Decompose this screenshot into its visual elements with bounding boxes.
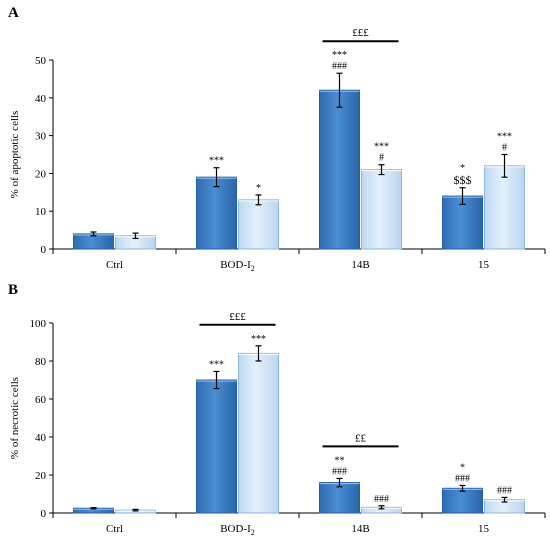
- significance-hashes: #: [379, 153, 384, 164]
- panel-b: B % of necrotic cells 0 20 40 60 80 100 Ctrl BOD-…: [8, 282, 546, 537]
- bar-series2-bodi2: [238, 199, 279, 250]
- significance-hashes: ###: [497, 485, 512, 496]
- x-category-label: 15: [478, 259, 490, 271]
- x-category-label: 14B: [351, 259, 369, 271]
- y-tick-label: 20: [35, 168, 47, 180]
- significance-stars: ***: [251, 334, 266, 345]
- significance-stars: ***: [497, 132, 512, 143]
- panel-a: A % of apoptotic cells 0 10 20 30 40 50 Ctrl BOD-…: [8, 5, 546, 273]
- significance-stars: ***: [374, 142, 389, 153]
- bar-series2-15: [484, 165, 525, 250]
- bar-series1-14b: [319, 89, 360, 250]
- bar-series2-14b: [361, 169, 402, 250]
- y-tick-label: 80: [35, 356, 47, 368]
- significance-stars: **: [335, 455, 345, 466]
- y-axis-title: % of necrotic cells: [9, 377, 21, 459]
- y-tick-label: 50: [35, 55, 47, 67]
- panel-letter: A: [8, 5, 19, 21]
- significance-stars: ***: [209, 156, 224, 167]
- bar-series1-bodi2: [196, 176, 237, 250]
- y-tick-label: 60: [35, 394, 47, 406]
- y-tick-label: 100: [30, 318, 47, 330]
- y-axis-title: % of apoptotic cells: [9, 111, 21, 199]
- comparison-bracket-label: £££: [352, 27, 369, 39]
- y-tick-label: 20: [35, 470, 47, 482]
- panel-letter: B: [8, 282, 18, 298]
- bar-series2-bodi2: [238, 352, 279, 514]
- x-category-label: BOD-I2: [220, 523, 255, 537]
- y-tick-label: 10: [35, 206, 47, 218]
- bar-series1-15: [442, 487, 483, 514]
- significance-hashes: ###: [455, 473, 470, 484]
- comparison-bracket-label: ££: [355, 432, 367, 444]
- significance-hashes: ###: [374, 494, 389, 505]
- y-tick-label: 0: [41, 508, 47, 520]
- significance-stars: ***: [209, 359, 224, 370]
- y-tick-label: 40: [35, 93, 47, 105]
- significance-stars: *: [460, 462, 465, 473]
- significance-hashes: ###: [332, 466, 347, 477]
- significance-hashes: #: [502, 143, 507, 154]
- x-category-label: 14B: [351, 523, 369, 535]
- significance-hashes: ###: [332, 61, 347, 72]
- significance-dollars: $$$: [454, 173, 472, 187]
- bar-series1-bodi2: [196, 379, 237, 514]
- y-tick-label: 0: [41, 244, 47, 256]
- y-tick-label: 40: [35, 432, 47, 444]
- x-category-label: BOD-I2: [220, 259, 255, 273]
- significance-stars: *: [460, 163, 465, 174]
- significance-stars: *: [256, 183, 261, 194]
- x-category-label: Ctrl: [106, 259, 123, 271]
- x-category-label: 15: [478, 523, 490, 535]
- significance-stars: ***: [332, 50, 347, 61]
- x-category-label: Ctrl: [106, 523, 123, 535]
- bar-series1-14b: [319, 482, 360, 514]
- y-tick-label: 30: [35, 131, 47, 143]
- comparison-bracket-label: £££: [229, 311, 246, 323]
